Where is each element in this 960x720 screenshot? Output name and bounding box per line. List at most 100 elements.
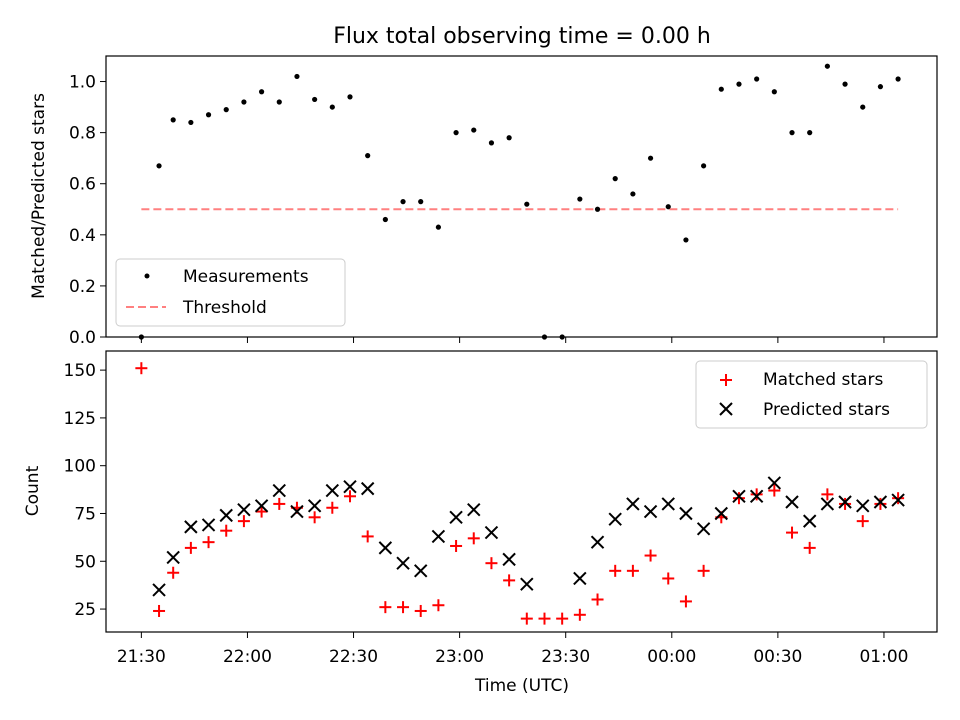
count-y-tick-label: 125: [64, 409, 96, 429]
matched-star-point: [432, 599, 445, 612]
count-plot-area: [135, 362, 905, 625]
matched-star-point: [750, 488, 763, 501]
measurement-point: [807, 130, 813, 136]
measurement-point: [435, 224, 441, 230]
count-legend-box: [695, 360, 928, 429]
matched-star-point: [573, 608, 586, 621]
predicted-marker-b: [237, 502, 251, 517]
matched-star-point: [697, 564, 710, 577]
count-y-tick-label: 75: [74, 504, 96, 524]
predicted-star-point: [820, 497, 835, 511]
predicted-marker-b: [590, 535, 605, 549]
measurement-point: [842, 81, 848, 87]
legend-predicted-label: Predicted stars: [763, 400, 890, 420]
matched-star-point: [839, 497, 852, 510]
predicted-star-point: [272, 483, 286, 498]
predicted-star-point: [467, 502, 481, 517]
measurement-point: [612, 176, 618, 182]
matched-star-point: [874, 497, 887, 510]
predicted-star-point: [714, 506, 729, 521]
measurement-point: [488, 140, 495, 146]
predicted-marker-b: [573, 571, 587, 586]
measurement-point: [294, 73, 300, 80]
matched-star-point: [892, 492, 905, 505]
legend-measurements-label: Measurements: [183, 267, 309, 287]
measurement-point: [789, 130, 795, 136]
x-tick-label: 23:00: [435, 647, 484, 667]
matched-star-point: [326, 501, 339, 514]
predicted-star-point: [679, 506, 693, 521]
matched-star-point: [414, 604, 427, 617]
matched-star-point: [485, 557, 498, 570]
ratio-legend-box: [115, 258, 346, 327]
predicted-star-point: [891, 493, 905, 507]
measurement-point: [824, 63, 830, 69]
predicted-marker-b: [290, 504, 304, 519]
measurement-point: [276, 99, 282, 105]
predicted-marker-b: [360, 481, 375, 496]
measurement-point: [860, 104, 866, 110]
measurement-point: [665, 204, 671, 210]
predicted-star-point: [378, 541, 393, 555]
predicted-marker-b: [661, 497, 675, 511]
matched-star-point: [768, 484, 781, 497]
measurement-point: [205, 112, 212, 118]
matched-star-point: [361, 530, 374, 543]
x-axis-label: Time (UTC): [474, 676, 569, 696]
matched-star-point: [184, 541, 197, 554]
ratio-axes-frame: [105, 55, 938, 338]
predicted-marker-b: [643, 504, 658, 519]
matched-star-point: [237, 515, 250, 528]
predicted-star-point: [166, 550, 180, 565]
predicted-star-point: [237, 502, 251, 517]
measurement-point: [258, 89, 265, 95]
measurement-point: [754, 76, 760, 82]
predicted-marker-b: [431, 529, 446, 544]
matched-star-point: [662, 572, 675, 585]
matched-star-point: [467, 532, 480, 545]
ratio-y-tick-label: 0.0: [69, 328, 96, 348]
predicted-star-point: [325, 483, 340, 498]
predicted-marker-b: [343, 480, 357, 494]
predicted-marker-b: [152, 583, 166, 597]
predicted-marker-b: [785, 495, 799, 509]
predicted-star-point: [661, 497, 675, 511]
count-y-label: Count: [23, 465, 43, 516]
predicted-marker-b: [626, 497, 640, 511]
predicted-marker-b: [696, 522, 711, 536]
x-tick-label: 22:00: [223, 647, 272, 667]
measurement-point: [736, 81, 742, 87]
ratio-x-axis: [140, 337, 885, 343]
matched-star-point: [220, 524, 233, 537]
predicted-star-point: [626, 497, 640, 511]
predicted-star-point: [396, 556, 410, 570]
ratio-y-axis: 0.0 0.2 0.4 0.6 0.8 1.0: [69, 73, 106, 348]
matched-star-point: [644, 549, 657, 562]
count-y-tick-label: 100: [64, 457, 96, 477]
matched-star-point: [167, 566, 180, 579]
matched-star-point: [153, 604, 166, 617]
x-tick-label: 01:00: [859, 647, 908, 667]
matched-star-point: [308, 511, 321, 524]
ratio-y-tick-label: 1.0: [69, 73, 96, 93]
ratio-y-tick-label: 0.6: [69, 175, 96, 195]
predicted-marker-b: [714, 506, 729, 521]
matched-star-point: [255, 505, 268, 518]
predicted-marker-b: [502, 552, 516, 567]
predicted-marker-b: [856, 499, 870, 513]
predicted-star-point: [732, 489, 746, 503]
count-legend: Matched stars Predicted stars: [695, 360, 928, 429]
predicted-marker-b: [608, 512, 622, 526]
matched-star-point: [135, 362, 148, 375]
predicted-marker-b: [307, 499, 322, 513]
matched-star-point: [450, 539, 463, 552]
predicted-marker-b: [396, 556, 410, 570]
predicted-marker-b: [219, 508, 233, 523]
predicted-marker-b: [484, 525, 499, 540]
matched-star-point: [202, 536, 215, 549]
predicted-marker-b: [414, 564, 428, 578]
predicted-marker-b: [520, 577, 534, 591]
measurement-point: [382, 216, 388, 223]
measurement-point: [524, 201, 530, 207]
